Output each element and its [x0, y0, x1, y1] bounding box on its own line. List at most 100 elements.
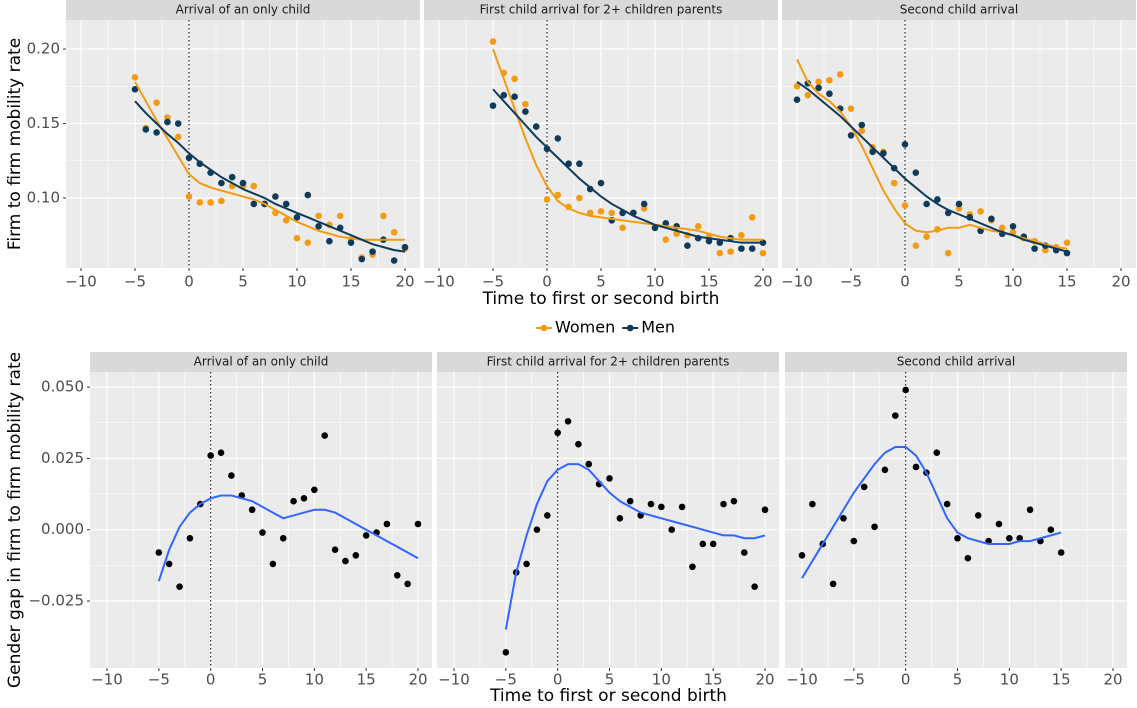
- data-point: [944, 249, 952, 257]
- data-point: [759, 249, 767, 257]
- data-point: [923, 233, 930, 241]
- data-point: [282, 200, 290, 208]
- data-point: [871, 523, 878, 531]
- x-tick-label: 15: [699, 273, 718, 291]
- data-point: [300, 495, 308, 502]
- data-point: [576, 160, 583, 168]
- data-point: [502, 649, 510, 656]
- data-point: [155, 549, 163, 556]
- data-point: [694, 222, 702, 230]
- trend-line: [796, 59, 1068, 250]
- data-point: [616, 514, 624, 522]
- data-point: [164, 118, 171, 126]
- data-point: [131, 74, 139, 81]
- y-axis-title: Gender gap in firm to firm mobility rate: [5, 352, 25, 688]
- data-point: [809, 500, 816, 508]
- legend: Women Men: [536, 318, 675, 337]
- data-point: [336, 212, 344, 220]
- data-point: [836, 71, 844, 78]
- data-point: [165, 560, 173, 568]
- x-tick-label: 15: [341, 273, 360, 291]
- data-point: [1009, 222, 1017, 230]
- x-tick-label: 20: [755, 671, 774, 689]
- data-point: [689, 563, 696, 571]
- x-tick-label: 0: [900, 273, 910, 291]
- data-point: [626, 497, 634, 505]
- data-point: [585, 460, 593, 468]
- data-point: [293, 234, 301, 242]
- data-point: [174, 133, 182, 141]
- strip-bg: [66, 0, 420, 20]
- data-point: [709, 540, 717, 548]
- legend-label: Women: [555, 318, 615, 337]
- data-point: [489, 38, 497, 45]
- data-point: [511, 75, 518, 83]
- data-point: [304, 239, 312, 246]
- data-point: [597, 208, 605, 215]
- data-point: [218, 179, 225, 187]
- x-tick-label: −5: [482, 273, 504, 291]
- data-point: [858, 121, 866, 129]
- data-point: [532, 123, 540, 130]
- data-point: [860, 483, 868, 491]
- data-point: [720, 500, 727, 508]
- data-point: [858, 127, 866, 135]
- data-point: [606, 475, 613, 482]
- data-point: [1047, 526, 1055, 533]
- data-point: [804, 91, 812, 99]
- data-point: [153, 99, 160, 106]
- data-point: [1006, 534, 1013, 542]
- trend-line: [504, 463, 766, 630]
- data-point: [964, 554, 972, 562]
- data-point: [826, 90, 833, 98]
- data-point: [748, 245, 756, 252]
- x-tick-label: 5: [596, 273, 606, 291]
- data-point: [912, 463, 920, 471]
- data-point: [554, 429, 561, 437]
- data-point: [705, 237, 713, 245]
- data-point: [751, 583, 758, 591]
- data-point: [995, 520, 1003, 528]
- facet-title: First child arrival for 2+ children pare…: [480, 3, 723, 17]
- data-point: [793, 82, 801, 90]
- y-tick-label: −0.025: [28, 591, 84, 609]
- data-point: [597, 179, 605, 187]
- data-point: [176, 583, 183, 591]
- data-point: [290, 497, 297, 505]
- facet-title: Arrival of an only child: [176, 3, 311, 17]
- data-point: [131, 85, 139, 93]
- x-tick-label: 10: [652, 671, 671, 689]
- x-tick-label: 0: [542, 273, 552, 291]
- x-tick-label: 5: [953, 671, 963, 689]
- y-tick-label: 0.10: [27, 188, 60, 206]
- data-point: [369, 248, 376, 255]
- x-tick-label: −5: [495, 671, 517, 689]
- data-point: [217, 449, 225, 457]
- x-tick-label: −10: [65, 273, 97, 291]
- data-point: [912, 169, 920, 176]
- data-point: [321, 432, 329, 439]
- data-point: [383, 520, 391, 528]
- x-tick-label: 10: [1000, 671, 1019, 689]
- data-point: [259, 529, 266, 536]
- data-point: [890, 179, 898, 187]
- data-point: [977, 208, 984, 215]
- x-tick-label: −10: [781, 273, 813, 291]
- data-point: [933, 449, 941, 457]
- data-point: [934, 196, 941, 203]
- x-tick-label: 5: [238, 273, 248, 291]
- data-point: [228, 472, 235, 479]
- data-point: [522, 108, 529, 115]
- data-point: [850, 537, 858, 545]
- x-tick-label: 20: [395, 273, 414, 291]
- x-tick-label: 15: [1052, 671, 1071, 689]
- legend-key: [626, 324, 634, 332]
- data-point: [847, 132, 855, 139]
- data-point: [380, 212, 387, 220]
- data-point: [315, 222, 322, 230]
- data-point: [727, 248, 734, 255]
- data-point: [293, 214, 301, 221]
- data-point: [564, 418, 572, 425]
- strip-bg: [90, 352, 432, 372]
